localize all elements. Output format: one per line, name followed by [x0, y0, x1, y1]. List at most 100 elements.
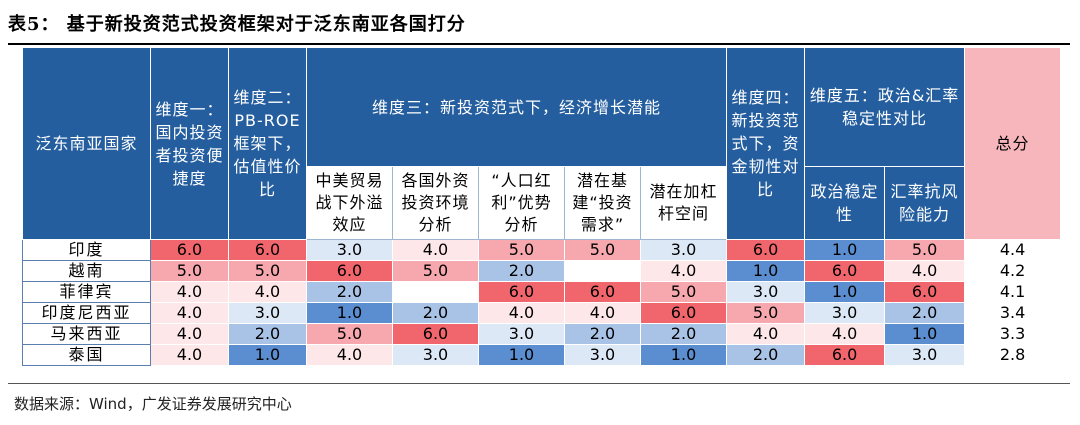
table-row: 泰国 4.0 1.0 4.0 3.0 1.0 3.0 1.0 2.0 6.0 3.0 2.8	[22, 344, 1062, 366]
score-cell: 2.0	[564, 323, 641, 345]
score-cell: 4.0	[804, 323, 886, 345]
score-cell: 5.0	[478, 239, 565, 261]
score-cell: 4.0	[150, 344, 229, 366]
header-dim1: 维度一：国内投资者投资便捷度	[150, 47, 229, 240]
score-cell: 3.0	[228, 302, 307, 324]
score-cell: 3.0	[726, 281, 806, 303]
country-name: 泰国	[22, 344, 151, 366]
table-row: 印度 6.0 6.0 3.0 4.0 5.0 5.0 3.0 6.0 1.0 5.0 4.4	[22, 239, 1062, 261]
country-name: 印度	[22, 239, 151, 261]
score-table: 泛东南亚国家 维度一：国内投资者投资便捷度 维度二：PB-ROE框架下，估值性价…	[22, 47, 1062, 366]
header-row-top: 泛东南亚国家 维度一：国内投资者投资便捷度 维度二：PB-ROE框架下，估值性价…	[22, 47, 1062, 240]
score-cell: 4.0	[478, 302, 565, 324]
header-political-stability: 政治稳定性	[804, 166, 886, 240]
score-cell: 4.0	[150, 302, 229, 324]
score-cell: 4.0	[639, 260, 728, 282]
table-row: 菲律宾 4.0 4.0 2.0 6.0 6.0 5.0 3.0 1.0 6.0 4.1	[22, 281, 1062, 303]
score-cell: 6.0	[884, 281, 966, 303]
score-cell: 3.0	[564, 344, 641, 366]
table-row: 越南 5.0 5.0 6.0 5.0 2.0 4.0 1.0 6.0 4.0 4.2	[22, 260, 1062, 282]
score-cell: 6.0	[150, 239, 229, 261]
score-cell: 5.0	[639, 281, 728, 303]
score-cell: 1.0	[804, 239, 886, 261]
total-score: 3.4	[964, 302, 1062, 324]
score-cell: 1.0	[884, 323, 966, 345]
total-score: 2.8	[964, 344, 1062, 366]
country-name: 印度尼西亚	[22, 302, 151, 324]
table-title: 表5： 基于新投资范式投资框架对于泛东南亚各国打分	[8, 14, 466, 35]
score-cell: 3.0	[884, 344, 966, 366]
header-demographic-dividend: “人口红利”优势分析	[478, 166, 565, 240]
country-name: 马来西亚	[22, 323, 151, 345]
score-cell: 2.0	[884, 302, 966, 324]
score-cell: 2.0	[228, 323, 307, 345]
score-table-body: 印度 6.0 6.0 3.0 4.0 5.0 5.0 3.0 6.0 1.0 5.0 4.4 越南 5.0…	[22, 239, 1062, 366]
score-cell: 4.0	[228, 281, 307, 303]
header-leverage-room: 潜在加杠杆空间	[639, 166, 728, 240]
header-dim5: 维度五：政治&汇率稳定性对比	[804, 47, 966, 167]
header-country: 泛东南亚国家	[22, 47, 151, 240]
score-cell: 3.0	[392, 344, 479, 366]
score-cell: 6.0	[804, 260, 886, 282]
title-divider	[8, 43, 1070, 45]
source-divider	[8, 383, 1070, 384]
source-note: 数据来源：Wind，广发证券发展研究中心	[14, 395, 292, 413]
score-cell: 1.0	[228, 344, 307, 366]
score-cell: 4.0	[884, 260, 966, 282]
score-cell: 6.0	[804, 344, 886, 366]
score-cell: 5.0	[228, 260, 307, 282]
score-cell: 3.0	[639, 239, 728, 261]
header-trade-war-spillover: 中美贸易战下外溢效应	[306, 166, 393, 240]
score-cell: 2.0	[639, 323, 728, 345]
score-cell	[564, 260, 641, 282]
header-fx-resilience: 汇率抗风险能力	[884, 166, 966, 240]
header-dim2: 维度二：PB-ROE框架下，估值性价比	[228, 47, 307, 240]
header-dim3: 维度三：新投资范式下，经济增长潜能	[305, 47, 728, 167]
header-infrastructure-demand: 潜在基建“投资需求”	[564, 166, 641, 240]
score-cell: 6.0	[478, 281, 565, 303]
score-cell: 6.0	[639, 302, 728, 324]
score-cell: 5.0	[726, 302, 806, 324]
score-cell: 4.0	[564, 302, 641, 324]
score-cell: 6.0	[306, 260, 393, 282]
score-cell: 4.0	[392, 239, 479, 261]
score-cell: 4.0	[150, 281, 229, 303]
country-name: 越南	[22, 260, 151, 282]
header-row-sub: 中美贸易战下外溢效应 各国外资投资环境分析 “人口红利”优势分析 潜在基建“投资…	[23, 166, 1061, 240]
country-name: 菲律宾	[22, 281, 151, 303]
score-cell: 5.0	[564, 239, 641, 261]
header-fdi-environment: 各国外资投资环境分析	[392, 166, 479, 240]
score-cell: 1.0	[306, 302, 393, 324]
score-cell: 4.0	[150, 323, 229, 345]
score-cell: 1.0	[804, 281, 886, 303]
score-cell: 1.0	[639, 344, 728, 366]
total-score: 3.3	[964, 323, 1062, 345]
score-cell: 2.0	[726, 344, 806, 366]
score-cell: 1.0	[726, 260, 806, 282]
score-cell: 5.0	[306, 323, 393, 345]
score-cell: 5.0	[150, 260, 229, 282]
score-cell: 6.0	[228, 239, 307, 261]
total-score: 4.1	[964, 281, 1062, 303]
score-cell: 1.0	[478, 344, 565, 366]
score-cell: 6.0	[564, 281, 641, 303]
score-cell: 4.0	[726, 323, 806, 345]
table-row: 印度尼西亚 4.0 3.0 1.0 2.0 4.0 4.0 6.0 5.0 3.0 2.0 3.4	[22, 302, 1062, 324]
score-cell	[392, 281, 479, 303]
score-cell: 2.0	[478, 260, 565, 282]
score-cell: 6.0	[392, 323, 479, 345]
score-cell: 3.0	[804, 302, 886, 324]
score-cell: 5.0	[392, 260, 479, 282]
header-dim4: 维度四：新投资范式下，资金韧性对比	[726, 47, 806, 240]
score-cell: 3.0	[306, 239, 393, 261]
score-cell: 4.0	[306, 344, 393, 366]
score-cell: 3.0	[478, 323, 565, 345]
total-score: 4.4	[964, 239, 1062, 261]
table-row: 马来西亚 4.0 2.0 5.0 6.0 3.0 2.0 2.0 4.0 4.0 1.0 3.3	[22, 323, 1062, 345]
score-cell: 2.0	[392, 302, 479, 324]
score-cell: 2.0	[306, 281, 393, 303]
score-cell: 5.0	[884, 239, 966, 261]
total-score: 4.2	[964, 260, 1062, 282]
header-total: 总分	[964, 47, 1062, 240]
score-cell: 6.0	[726, 239, 806, 261]
